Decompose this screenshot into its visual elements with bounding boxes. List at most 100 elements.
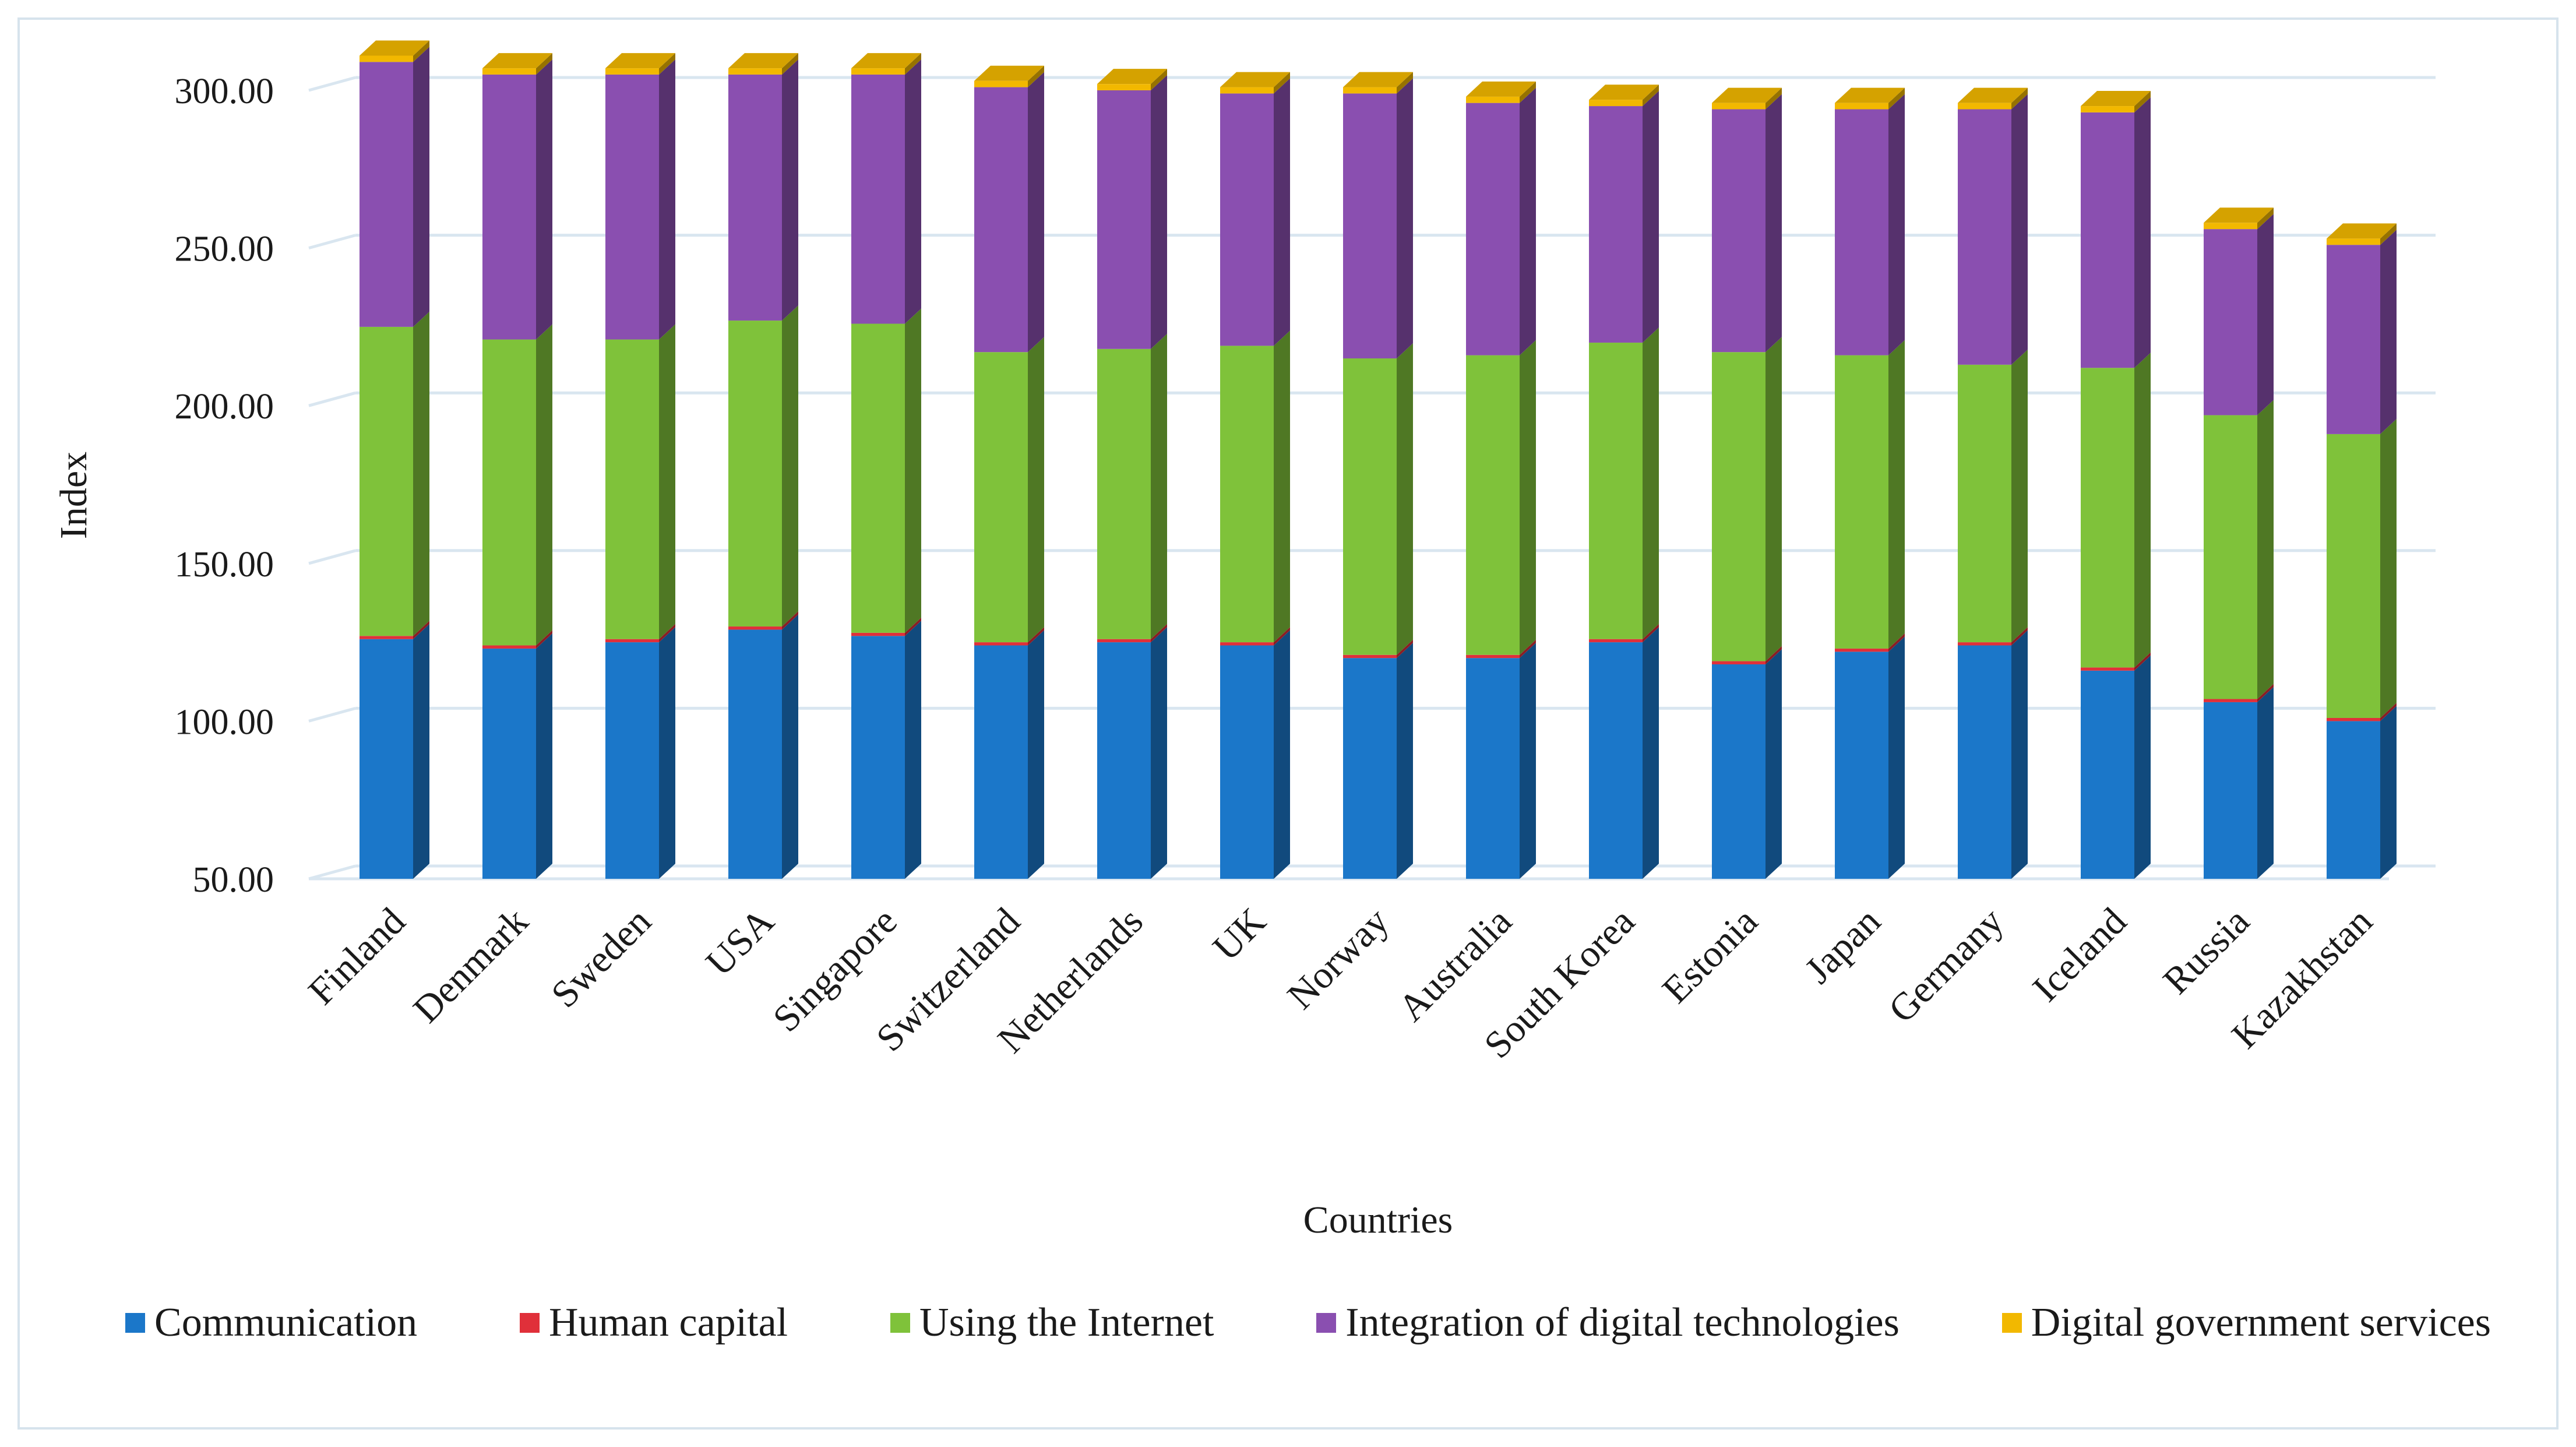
bar-human-capital-side <box>1274 627 1290 646</box>
bar-human-capital <box>482 645 536 649</box>
bar-stack-switzerland <box>974 65 1044 879</box>
bar-digital-government-services-side <box>2011 87 2028 110</box>
y-tick-label: 250.00 <box>175 230 274 269</box>
bar-stack-south-korea <box>1589 85 1659 879</box>
bars-layer <box>360 40 2397 879</box>
bar-human-capital <box>1097 639 1151 643</box>
x-tick-label: USA <box>698 900 783 984</box>
bar-integration-of-digital-technologies <box>1466 103 1520 355</box>
bar-human-capital <box>1835 648 1888 652</box>
bar-human-capital-side <box>659 624 675 643</box>
bar-using-the-internet <box>2327 434 2380 718</box>
bar-digital-government-services-top <box>2327 223 2397 239</box>
bar-using-the-internet-side <box>905 308 921 633</box>
bar-communication-side <box>1643 627 1659 879</box>
x-tick-label: Sweden <box>543 900 659 1016</box>
bar-digital-government-services-top <box>1589 85 1659 100</box>
bar-using-the-internet-side <box>659 324 675 639</box>
bar-integration-of-digital-technologies <box>851 74 905 324</box>
legend-label: Digital government services <box>2031 1300 2491 1345</box>
x-tick-label: Finland <box>300 900 413 1013</box>
legend-swatch <box>125 1313 145 1333</box>
bar-digital-government-services-top <box>2081 91 2151 107</box>
bar-communication <box>605 642 659 879</box>
bar-integration-of-digital-technologies-side <box>413 47 429 327</box>
bar-stack-australia <box>1466 81 1536 879</box>
bar-integration-of-digital-technologies <box>605 74 659 340</box>
bar-digital-government-services-side <box>1520 81 1536 103</box>
bar-communication <box>2081 670 2134 879</box>
bar-digital-government-services-side <box>1274 72 1290 94</box>
bar-using-the-internet <box>1466 355 1520 655</box>
bar-digital-government-services <box>728 68 782 75</box>
bar-using-the-internet-side <box>1520 340 1536 655</box>
y-axis-title: Index <box>52 452 95 539</box>
bar-communication-side <box>1028 630 1044 879</box>
bar-communication-side <box>1520 643 1536 879</box>
bar-digital-government-services <box>1835 103 1888 110</box>
bar-digital-government-services <box>482 68 536 75</box>
legend-swatch <box>519 1313 540 1333</box>
bar-using-the-internet-side <box>1397 343 1413 655</box>
x-tick-label: Denmark <box>405 900 536 1031</box>
bar-digital-government-services <box>605 68 659 75</box>
gridline-edge <box>308 706 356 723</box>
bar-digital-government-services-side <box>1766 87 1782 110</box>
bar-human-capital-side <box>1643 624 1659 643</box>
bar-integration-of-digital-technologies <box>482 74 536 340</box>
bar-human-capital <box>728 626 782 630</box>
bar-integration-of-digital-technologies <box>1343 93 1397 359</box>
bar-digital-government-services <box>2327 238 2380 245</box>
bar-using-the-internet-side <box>413 311 429 636</box>
bar-using-the-internet <box>1712 352 1766 661</box>
bar-human-capital-side <box>1888 633 1905 652</box>
bar-human-capital-side <box>2011 627 2028 646</box>
bar-communication-side <box>1397 643 1413 879</box>
bar-human-capital <box>1958 642 2011 646</box>
bar-digital-government-services-top <box>1220 72 1290 87</box>
bar-digital-government-services <box>851 68 905 75</box>
bar-communication <box>1097 642 1151 879</box>
bar-stack-netherlands <box>1097 69 1167 879</box>
bar-human-capital-side <box>1397 639 1413 659</box>
bar-human-capital-side <box>905 617 921 636</box>
bar-human-capital <box>1220 642 1274 646</box>
bar-integration-of-digital-technologies-side <box>1888 94 1905 355</box>
bar-using-the-internet <box>1835 355 1888 649</box>
bar-communication <box>2204 702 2257 879</box>
bar-human-capital-side <box>1028 627 1044 646</box>
legend-item: Human capital <box>519 1300 788 1346</box>
bar-using-the-internet-side <box>1151 333 1167 639</box>
gridline-edge <box>308 864 356 881</box>
bar-human-capital <box>1712 661 1766 664</box>
legend-swatch <box>890 1313 910 1333</box>
bar-using-the-internet <box>2204 415 2257 699</box>
bar-communication-side <box>2134 655 2151 879</box>
bar-digital-government-services <box>1343 87 1397 94</box>
y-tick-label: 50.00 <box>193 860 274 900</box>
legend-label: Communication <box>154 1300 418 1345</box>
bar-digital-government-services-top <box>1343 72 1413 87</box>
bar-integration-of-digital-technologies <box>974 87 1028 353</box>
bar-communication-side <box>1766 649 1782 879</box>
bar-digital-government-services-top <box>974 65 1044 81</box>
bar-integration-of-digital-technologies-side <box>1397 78 1413 359</box>
bar-digital-government-services <box>2081 106 2134 112</box>
bar-digital-government-services <box>1712 103 1766 110</box>
y-tick-labels: 50.00 100.00 150.00 200.00 250.00 300.00 <box>175 72 274 900</box>
bar-digital-government-services-side <box>413 40 429 62</box>
bar-integration-of-digital-technologies-side <box>1520 87 1536 355</box>
bar-using-the-internet-side <box>1888 340 1905 649</box>
legend-swatch <box>2001 1313 2022 1333</box>
bar-digital-government-services-side <box>782 53 798 75</box>
bar-digital-government-services-side <box>2257 207 2274 230</box>
bar-digital-government-services-side <box>659 53 675 75</box>
bar-integration-of-digital-technologies-side <box>2134 97 2151 368</box>
bar-digital-government-services-top <box>1097 69 1167 85</box>
bar-using-the-internet-side <box>1274 330 1290 643</box>
bar-digital-government-services-side <box>1028 65 1044 87</box>
bar-stack-kazakhstan <box>2327 223 2397 879</box>
bar-integration-of-digital-technologies-side <box>1151 75 1167 349</box>
bar-integration-of-digital-technologies-side <box>659 59 675 340</box>
bar-human-capital <box>1589 639 1643 643</box>
